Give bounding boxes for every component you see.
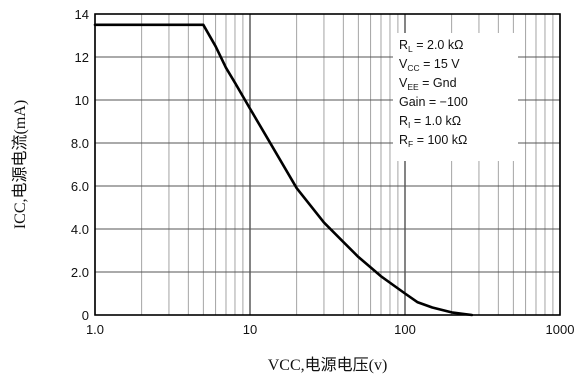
y-tick-label: 10 — [75, 93, 89, 108]
legend-line: Gain = −100 — [399, 95, 468, 109]
legend-box — [393, 33, 518, 161]
y-axis-title: ICC,电源电流(mA) — [11, 100, 29, 229]
legend-line: RI = 1.0 kΩ — [399, 114, 461, 130]
plot-frame — [94, 13, 561, 316]
x-tick-label: 100 — [394, 322, 416, 337]
y-tick-label: 2.0 — [71, 265, 89, 280]
legend-line: RF = 100 kΩ — [399, 133, 467, 149]
y-tick-label: 14 — [75, 7, 89, 22]
y-tick-label: 0 — [82, 308, 89, 323]
x-tick-label: 10 — [243, 322, 257, 337]
legend-line: VEE = Gnd — [399, 76, 457, 92]
legend-line: VCC = 15 V — [399, 57, 460, 73]
legend-line: RL = 2.0 kΩ — [399, 38, 463, 54]
series-line — [93, 23, 474, 317]
y-tick-labels: 0 2.0 4.0 6.0 8.0 10 12 14 — [71, 7, 89, 323]
legend: RL = 2.0 kΩ VCC = 15 V VEE = Gnd Gain = −10… — [393, 33, 518, 161]
series-layer — [93, 23, 474, 317]
y-tick-label: 6.0 — [71, 179, 89, 194]
y-tick-label: 4.0 — [71, 222, 89, 237]
y-tick-label: 8.0 — [71, 136, 89, 151]
x-tick-labels: 1.0 10 100 1000 — [86, 322, 575, 337]
x-tick-label: 1000 — [546, 322, 575, 337]
y-tick-label: 12 — [75, 50, 89, 65]
x-tick-label: 1.0 — [86, 322, 104, 337]
x-axis-title: VCC,电源电压(v) — [268, 356, 388, 374]
